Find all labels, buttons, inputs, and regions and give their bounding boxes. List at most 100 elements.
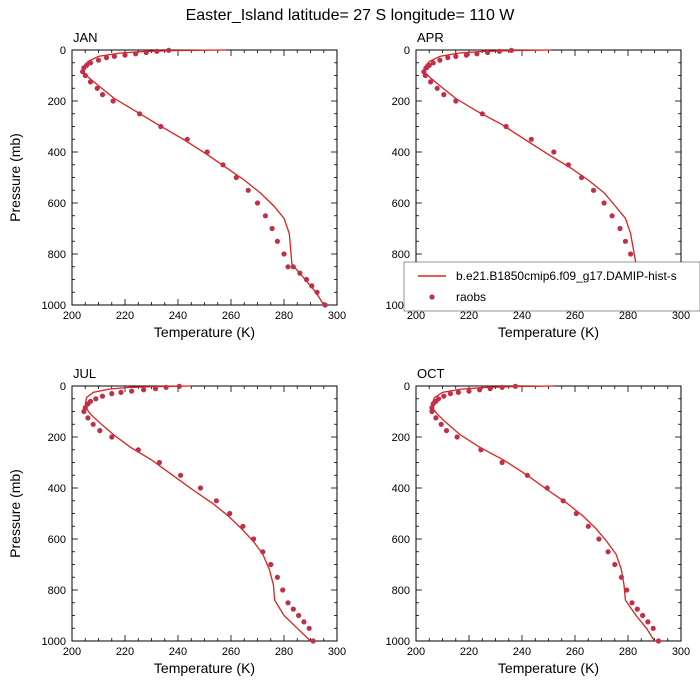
obs-point-oct [429, 405, 435, 411]
panel-label-jul: JUL [73, 366, 96, 381]
obs-point-jan [281, 251, 287, 257]
obs-point-oct [618, 574, 625, 580]
obs-point-oct [624, 587, 630, 593]
obs-point-apr [590, 187, 597, 193]
obs-point-apr [445, 55, 451, 61]
obs-point-jan [87, 79, 94, 85]
obs-point-jul [85, 415, 91, 421]
model-line-jul [84, 385, 311, 642]
panel-jan: JAN 200 220 240 260 280 300 0 200 400 600 800 1000 Te… [7, 30, 346, 340]
obs-point-apr [508, 47, 514, 53]
panel-jul: JUL 200 220 240 260 280 300 0 200 400 600 800 1000 Te… [7, 366, 346, 676]
obs-point-jul [85, 401, 91, 407]
obs-point-apr [453, 98, 459, 104]
obs-point-jul [97, 428, 103, 434]
panel-label-apr: APR [417, 30, 444, 45]
obs-point-oct [512, 383, 519, 389]
obs-point-oct [499, 384, 505, 390]
obs-point-apr [430, 60, 436, 66]
obs-point-jul [301, 619, 307, 625]
obs-point-jan [143, 49, 149, 56]
obs-point-apr [503, 123, 509, 130]
obs-point-jul [156, 459, 162, 466]
obs-point-oct [560, 498, 566, 504]
y-tick-label-apr: 0 [404, 45, 410, 57]
x-axis-label-oct: Temperature (K) [498, 660, 599, 676]
obs-point-jan [99, 92, 106, 98]
y-tick-label-jul: 200 [48, 432, 66, 444]
x-tick-label-jan: 280 [275, 310, 293, 322]
figure-title: Easter_Island latitude= 27 S longitude= … [186, 7, 516, 24]
obs-point-jan [269, 225, 275, 232]
obs-point-jan [309, 283, 315, 289]
obs-point-jul [310, 638, 316, 644]
obs-point-jul [163, 384, 169, 390]
obs-point-jul [99, 393, 106, 399]
obs-point-jan [274, 238, 280, 244]
obs-point-apr [441, 92, 447, 98]
panel-oct: OCT 200 220 240 260 280 300 0 200 400 600 800 1000 Te… [386, 366, 691, 676]
legend-obs-marker [429, 294, 435, 300]
obs-point-jul [260, 549, 266, 555]
y-tick-label-oct: 1000 [386, 636, 410, 648]
obs-point-oct [478, 447, 484, 453]
x-tick-label-jan: 220 [116, 310, 134, 322]
obs-point-oct [640, 612, 646, 619]
x-tick-label-oct: 220 [460, 646, 478, 658]
y-tick-label-apr: 600 [392, 198, 410, 210]
obs-point-jul [296, 612, 302, 619]
obs-point-jul [90, 421, 96, 427]
y-tick-label-jan: 200 [48, 96, 66, 108]
x-tick-label-oct: 280 [619, 646, 637, 658]
obs-point-apr [422, 72, 428, 79]
obs-point-apr [601, 200, 607, 206]
obs-point-apr [428, 79, 434, 85]
model-line-apr [423, 49, 666, 306]
y-tick-label-oct: 0 [404, 381, 410, 393]
obs-point-apr [424, 65, 430, 71]
obs-point-apr [628, 251, 634, 257]
obs-point-apr [551, 149, 557, 155]
obs-point-jan [122, 52, 128, 58]
obs-point-apr [622, 238, 629, 244]
obs-point-apr [565, 162, 572, 168]
x-axis-label-apr: Temperature (K) [498, 324, 599, 340]
x-tick-label-oct: 240 [513, 646, 531, 658]
y-tick-label-jul: 400 [48, 483, 66, 495]
obs-point-jul [93, 396, 99, 402]
x-tick-label-apr: 280 [619, 310, 637, 322]
y-tick-label-apr: 400 [392, 147, 410, 159]
obs-point-jan [111, 53, 117, 60]
x-tick-label-jan: 200 [63, 310, 81, 322]
obs-point-oct [454, 434, 460, 440]
obs-point-jan [133, 51, 139, 57]
x-tick-label-jul: 300 [328, 646, 346, 658]
obs-point-jan [204, 149, 210, 155]
legend-model-label: b.e21.B1850cmip6.f09_g17.DAMIP-hist-s [456, 269, 677, 283]
x-tick-label-jul: 200 [63, 646, 81, 658]
obs-point-jul [306, 625, 312, 631]
y-tick-label-jan: 0 [60, 45, 66, 57]
obs-point-apr [453, 53, 459, 60]
panel-label-oct: OCT [417, 366, 445, 381]
y-tick-label-jul: 0 [60, 381, 66, 393]
obs-point-jul [109, 434, 115, 440]
obs-point-jan [254, 200, 261, 206]
obs-point-jul [141, 387, 147, 393]
obs-point-jan [322, 302, 328, 308]
obs-point-jul [197, 485, 204, 491]
y-tick-label-oct: 200 [392, 432, 410, 444]
obs-point-jan [80, 69, 86, 75]
obs-point-jan [94, 85, 100, 91]
obs-point-oct [655, 638, 662, 644]
obs-point-jan [314, 289, 320, 295]
x-tick-label-apr: 300 [672, 310, 690, 322]
y-tick-label-jul: 800 [48, 585, 66, 597]
obs-point-jan [233, 174, 239, 181]
obs-point-apr [437, 57, 443, 63]
obs-point-jul [152, 386, 159, 392]
obs-point-jul [274, 574, 280, 580]
obs-point-jul [268, 561, 274, 568]
obs-point-oct [477, 387, 483, 393]
obs-point-oct [466, 388, 472, 394]
